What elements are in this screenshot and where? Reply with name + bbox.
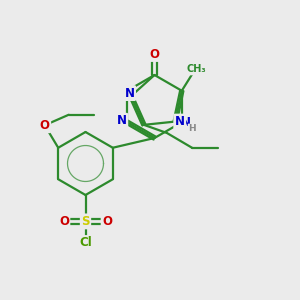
- Text: N: N: [117, 114, 127, 127]
- Text: O: O: [149, 47, 160, 61]
- Text: N: N: [181, 116, 191, 129]
- Text: O: O: [59, 215, 69, 228]
- Text: O: O: [102, 215, 112, 228]
- Text: S: S: [81, 215, 90, 228]
- Text: H: H: [188, 124, 196, 133]
- Text: N: N: [124, 87, 135, 100]
- Text: N: N: [175, 115, 185, 128]
- Text: O: O: [40, 119, 50, 132]
- Text: Cl: Cl: [79, 236, 92, 250]
- Text: CH₃: CH₃: [187, 64, 206, 74]
